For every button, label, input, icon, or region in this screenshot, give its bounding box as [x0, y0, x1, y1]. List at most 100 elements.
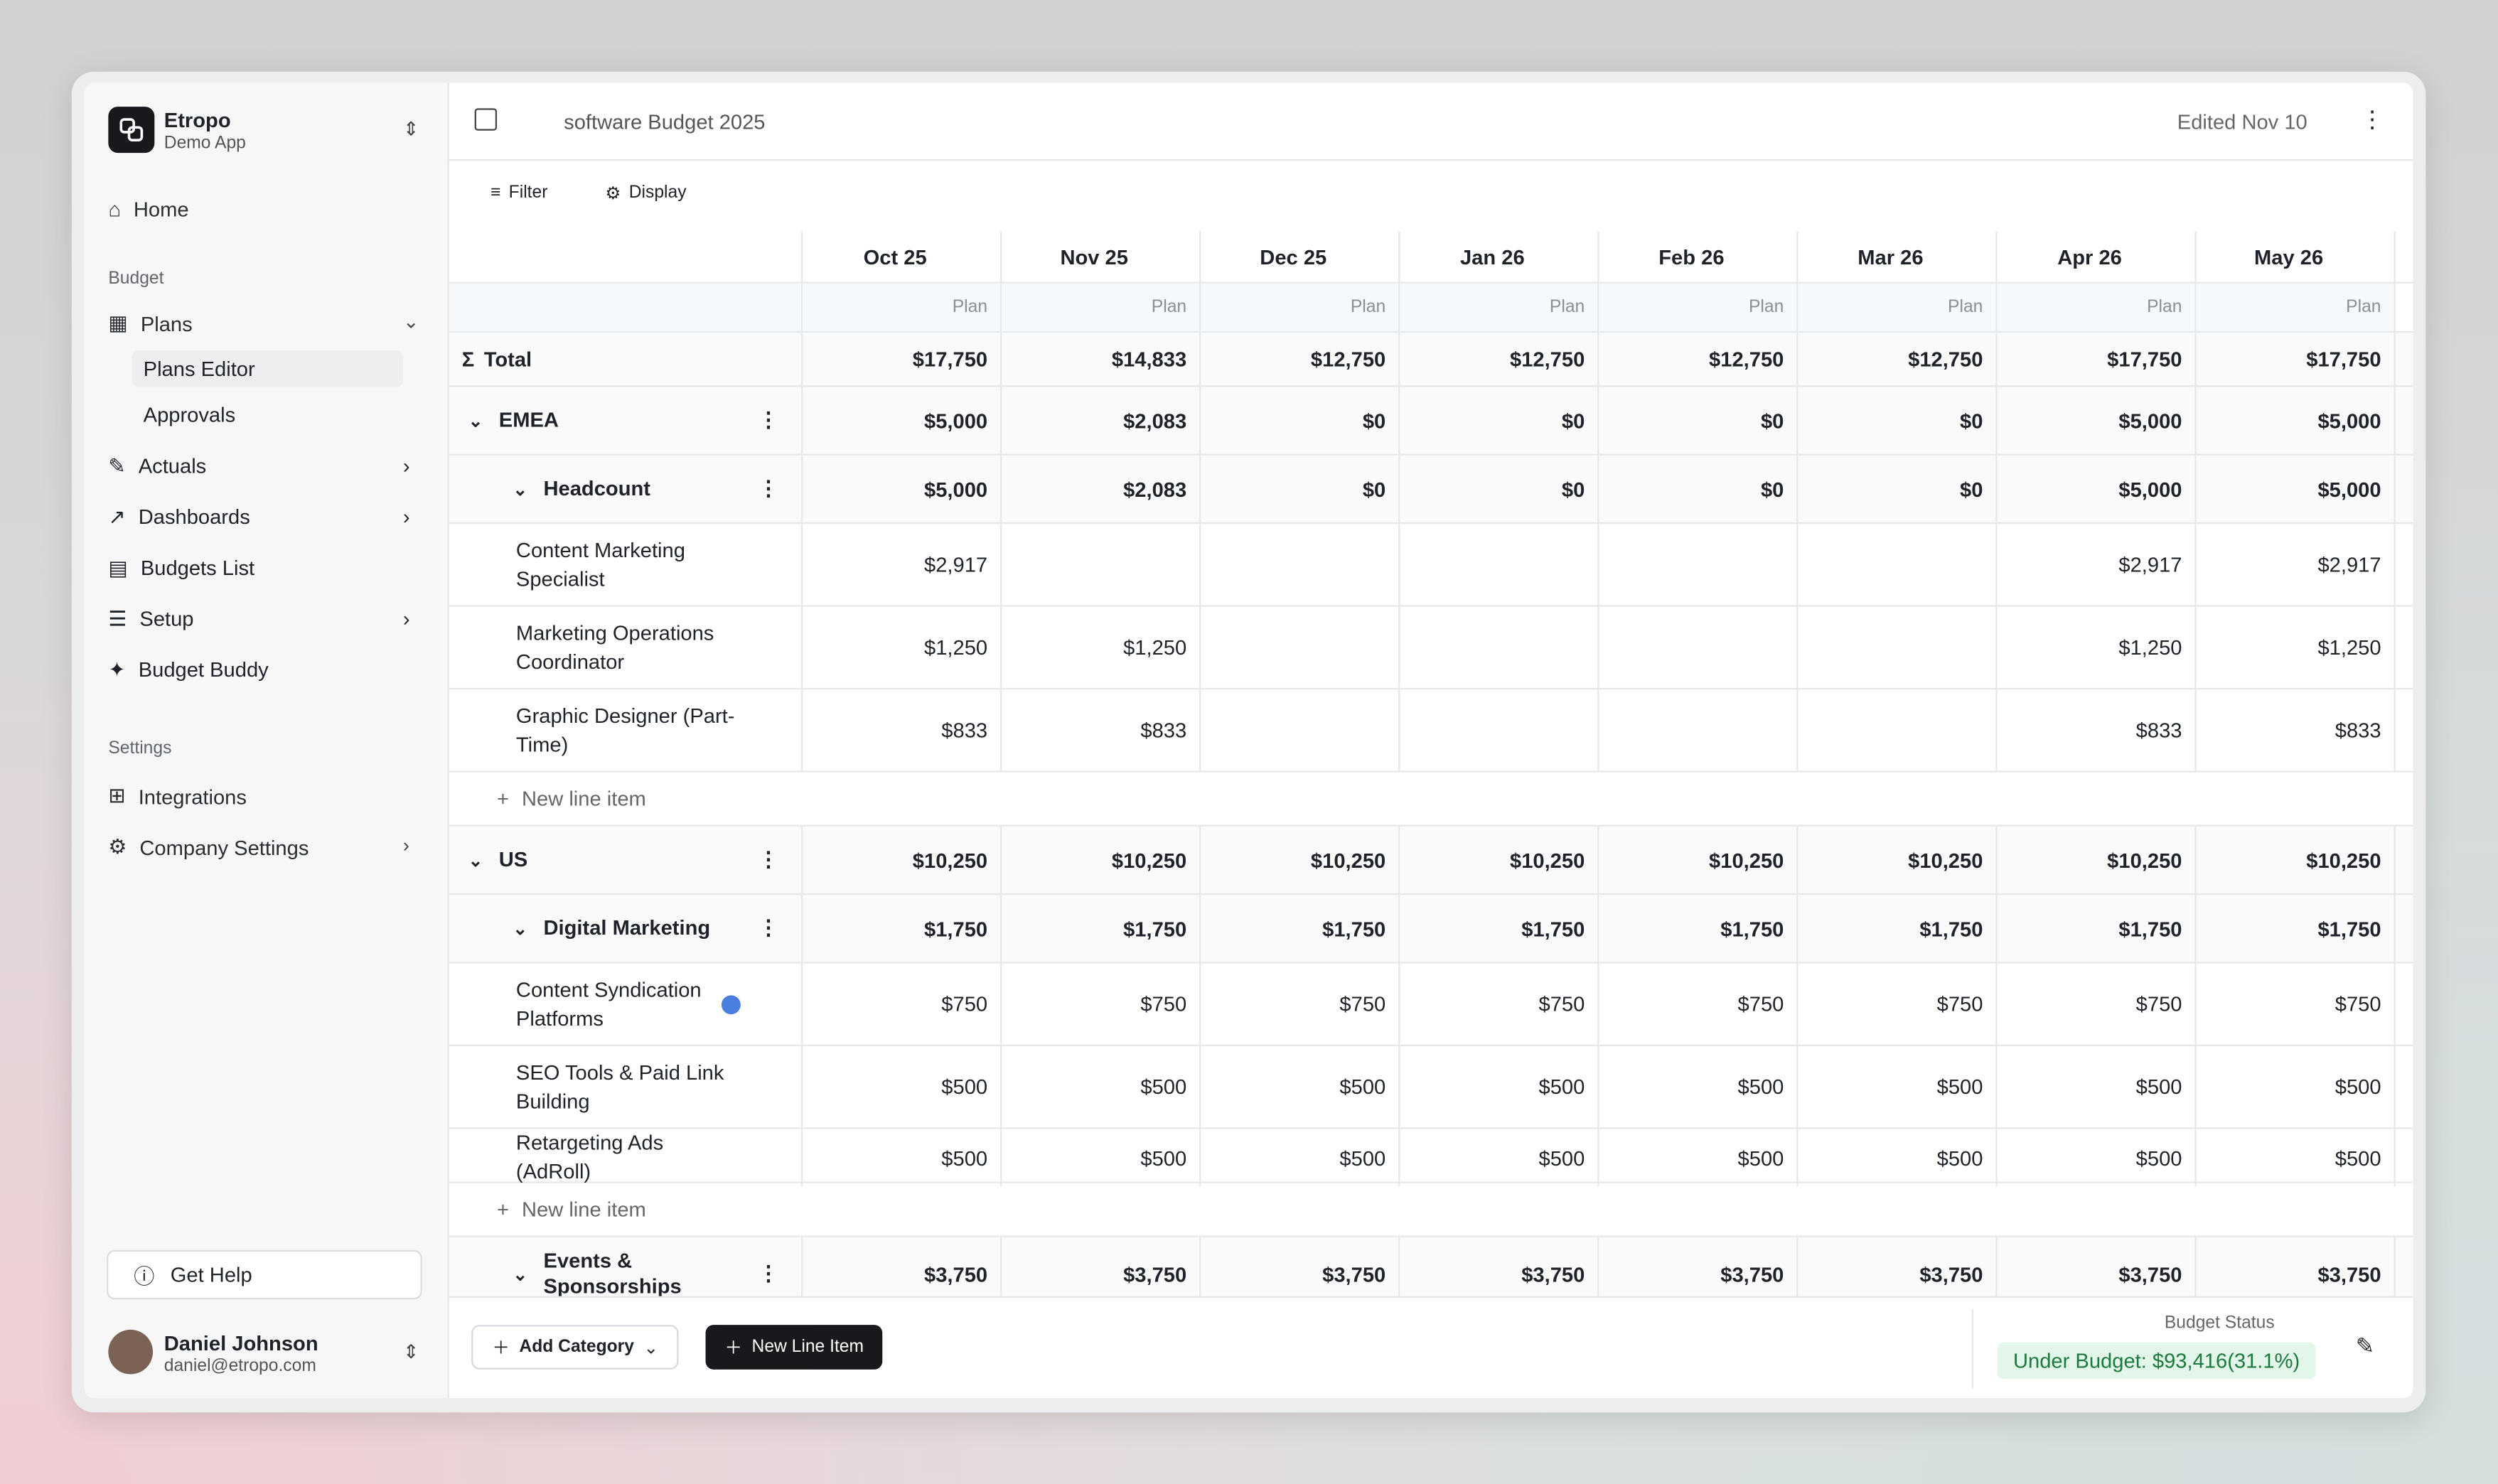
- plan-label: Plan: [803, 283, 1002, 332]
- nav-plans-editor[interactable]: Plans Editor: [143, 356, 255, 381]
- cell: $500: [1998, 1129, 2197, 1187]
- nav-approvals[interactable]: Approvals: [143, 402, 236, 427]
- main: software Budget 2025 Edited Nov 10 ⋮ ≡ F…: [449, 83, 2413, 1399]
- cell: $1,750: [1201, 895, 1400, 962]
- icon: ☰: [108, 606, 127, 631]
- chevron: ›: [402, 453, 410, 478]
- row-label[interactable]: ⌄ Headcount ⋮: [449, 455, 803, 522]
- cell: $12,750: [1799, 333, 1998, 386]
- row-label[interactable]: ⌄ Events & Sponsorships ⋮: [449, 1237, 803, 1298]
- label-text: SEO Tools & Paid Link Building: [515, 1060, 724, 1112]
- cell: $3,750: [1599, 1237, 1799, 1298]
- cell: $833: [1998, 689, 2197, 771]
- row-menu[interactable]: ⋮: [758, 1261, 779, 1286]
- caret[interactable]: ⌄: [468, 412, 483, 431]
- plan-label: Plan: [1798, 283, 1998, 332]
- table-row: Retargeting Ads (AdRoll) $500 $500 $500 $500…: [449, 1129, 2413, 1187]
- cell: $1,750: [2197, 895, 2396, 962]
- label: New Line Item: [751, 1338, 864, 1357]
- nav-home[interactable]: ⌂ Home: [108, 197, 189, 222]
- user-menu[interactable]: ⇕: [402, 1340, 419, 1363]
- plus: +: [497, 786, 510, 811]
- icon: ✦: [108, 657, 126, 682]
- nav-item[interactable]: ↗ Dashboards: [108, 505, 250, 530]
- new-line-item[interactable]: + New line item: [449, 773, 2413, 825]
- label-text: New line item: [521, 1197, 646, 1222]
- avatar: [108, 1329, 154, 1375]
- column-header: Nov 25: [1002, 230, 1201, 282]
- cell: $12,750: [1201, 333, 1400, 386]
- cell: $14,833: [1002, 333, 1201, 386]
- cell: $5,000: [2197, 387, 2396, 454]
- header-bar: [449, 83, 2413, 161]
- cell: $0: [1201, 455, 1400, 522]
- row-label[interactable]: Σ Total: [449, 333, 803, 386]
- budget-table: Oct 25 Nov 25 Dec 25 Jan 26 Feb 26 Mar 26 Apr …: [449, 230, 2413, 1298]
- section: Budget: [108, 269, 164, 289]
- column-header: May 26: [2197, 230, 2396, 282]
- cell: $750: [1998, 963, 2197, 1045]
- row-menu[interactable]: ⋮: [758, 915, 779, 940]
- cell: $500: [1599, 1129, 1799, 1187]
- table-row: ⌄ Events & Sponsorships ⋮ $3,750 $3,750 $3,75…: [449, 1237, 2413, 1298]
- row-menu[interactable]: ⋮: [758, 475, 779, 500]
- cell: $500: [1002, 1046, 1201, 1128]
- cell: $1,750: [1002, 895, 1201, 962]
- edit-button[interactable]: ✎: [2355, 1333, 2374, 1359]
- row-label[interactable]: Retargeting Ads (AdRoll): [449, 1129, 803, 1187]
- cell: $750: [1002, 963, 1201, 1045]
- help-button[interactable]: ⓘ Get Help: [107, 1249, 422, 1300]
- logo: [108, 107, 155, 154]
- more-menu[interactable]: ⋮: [2360, 107, 2385, 134]
- label: Actuals: [138, 453, 207, 478]
- cell: $3,750: [1998, 1237, 2197, 1298]
- row-menu[interactable]: ⋮: [758, 407, 779, 432]
- row-label[interactable]: ⌄ EMEA ⋮: [449, 387, 803, 454]
- nav-integrations[interactable]: ⊞ Integrations: [108, 783, 247, 809]
- cell: $3,750: [1400, 1237, 1599, 1298]
- nav-item[interactable]: ▤ Budgets List: [108, 556, 254, 581]
- cell: $500: [1002, 1129, 1201, 1187]
- new-line-item[interactable]: + New line item: [449, 1183, 2413, 1236]
- row-label[interactable]: Marketing Operations Coordinator: [449, 606, 803, 688]
- status-label: Budget Status: [2164, 1313, 2275, 1333]
- label-text: Headcount: [543, 475, 650, 500]
- cell: [1002, 524, 1201, 606]
- row-label[interactable]: ⌄ US ⋮: [449, 826, 803, 893]
- row-label[interactable]: SEO Tools & Paid Link Building: [449, 1046, 803, 1128]
- table-row: ⌄ Headcount ⋮ $5,000 $2,083 $0 $0 $0 $0 $5,000 $5,…: [449, 455, 2413, 525]
- nav-item[interactable]: ✦ Budget Buddy: [108, 657, 268, 683]
- row-label[interactable]: Graphic Designer (Part-Time): [449, 689, 803, 771]
- icon: ✎: [108, 453, 126, 478]
- cell: $750: [1599, 963, 1799, 1045]
- caret[interactable]: ⌄: [513, 1265, 528, 1284]
- label-text: Graphic Designer (Part-Time): [515, 703, 735, 756]
- cell: [1400, 606, 1599, 688]
- new-line-item-button[interactable]: ＋ New Line Item: [705, 1325, 883, 1370]
- cell: $2,917: [1998, 524, 2197, 606]
- cell: $500: [803, 1129, 1002, 1187]
- row-label[interactable]: Content Syndication Platforms: [449, 963, 803, 1045]
- label-text: US: [498, 846, 528, 871]
- cell: $3,750: [1201, 1237, 1400, 1298]
- row-menu[interactable]: ⋮: [758, 846, 779, 871]
- caret[interactable]: ⌄: [468, 851, 483, 871]
- row-label[interactable]: Content Marketing Specialist: [449, 524, 803, 606]
- display-button[interactable]: ⚙ Display: [605, 183, 687, 204]
- sidebar-toggle[interactable]: [474, 108, 498, 131]
- nav-item[interactable]: ☰ Setup: [108, 607, 193, 633]
- switcher[interactable]: ⇕: [402, 117, 419, 141]
- cell: $0: [1799, 455, 1998, 522]
- row-label[interactable]: ⌄ Digital Marketing ⋮: [449, 895, 803, 962]
- add-category[interactable]: ＋ Add Category ⌄: [471, 1325, 680, 1370]
- cell: $5,000: [803, 387, 1002, 454]
- icon: ▤: [108, 555, 128, 580]
- caret[interactable]: ⌄: [513, 480, 528, 500]
- nav-company[interactable]: ⚙ Company Settings: [108, 834, 309, 859]
- cell: $5,000: [1998, 387, 2197, 454]
- label-text: Events & Sponsorships: [543, 1248, 682, 1298]
- nav-item[interactable]: ✎ Actuals: [108, 454, 206, 480]
- caret[interactable]: ⌄: [513, 919, 528, 939]
- filter-button[interactable]: ≡ Filter: [491, 183, 548, 203]
- nav-plans[interactable]: ▦ Plans: [108, 310, 193, 335]
